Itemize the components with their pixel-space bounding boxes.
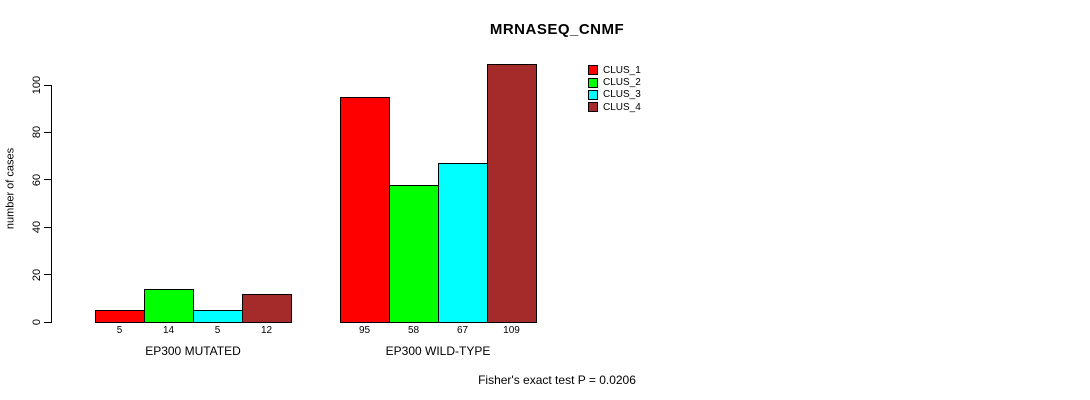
y-tick-label: 60 — [31, 173, 43, 186]
bar-clus_2 — [144, 288, 194, 323]
bar-clus_1 — [95, 310, 145, 323]
y-axis-line — [51, 85, 52, 323]
y-tick-mark — [44, 274, 51, 276]
bar-value-label: 67 — [456, 325, 469, 336]
bar-value-label: 14 — [162, 325, 175, 336]
bar-value-label: 95 — [358, 325, 371, 336]
legend-swatch — [588, 89, 598, 100]
category-label: EP300 MUTATED — [145, 344, 241, 358]
y-axis-title: number of cases — [4, 147, 17, 230]
y-tick-label: 100 — [31, 75, 43, 95]
legend-swatch — [588, 65, 598, 76]
bar-value-label: 12 — [260, 325, 273, 336]
legend-item-clus_4: CLUS_4 — [588, 101, 641, 113]
category-label: EP300 WILD-TYPE — [385, 344, 491, 358]
legend-swatch — [588, 102, 598, 113]
legend-item-clus_2: CLUS_2 — [588, 76, 641, 88]
legend-item-clus_3: CLUS_3 — [588, 89, 641, 101]
chart-title: MRNASEQ_CNMF — [489, 21, 625, 38]
bar-value-label: 109 — [503, 325, 520, 336]
y-tick-label: 80 — [31, 126, 43, 139]
bar-clus_3 — [438, 163, 488, 323]
bar-value-label: 5 — [214, 325, 221, 336]
legend-label: CLUS_2 — [603, 77, 641, 89]
y-tick-label: 20 — [31, 268, 43, 281]
legend: CLUS_1 CLUS_2 CLUS_3 CLUS_4 — [588, 64, 641, 114]
y-tick-mark — [44, 131, 51, 133]
y-tick-label: 40 — [31, 221, 43, 234]
footer-note: Fisher's exact test P = 0.0206 — [478, 373, 636, 387]
legend-swatch — [588, 77, 598, 88]
legend-label: CLUS_1 — [603, 64, 641, 76]
legend-label: CLUS_3 — [603, 89, 641, 101]
bar-clus_4 — [487, 63, 537, 323]
bar-clus_4 — [242, 293, 292, 323]
legend-label: CLUS_4 — [603, 101, 641, 113]
bar-clus_2 — [389, 184, 439, 323]
y-tick-label: 0 — [31, 318, 43, 326]
bar-clus_3 — [193, 310, 243, 323]
legend-item-clus_1: CLUS_1 — [588, 64, 641, 76]
y-tick-mark — [44, 226, 51, 228]
bar-clus_1 — [340, 96, 390, 323]
bar-value-label: 5 — [116, 325, 123, 336]
y-tick-mark — [44, 179, 51, 181]
y-tick-mark — [44, 321, 51, 323]
bar-value-label: 58 — [407, 325, 420, 336]
y-tick-mark — [44, 84, 51, 86]
